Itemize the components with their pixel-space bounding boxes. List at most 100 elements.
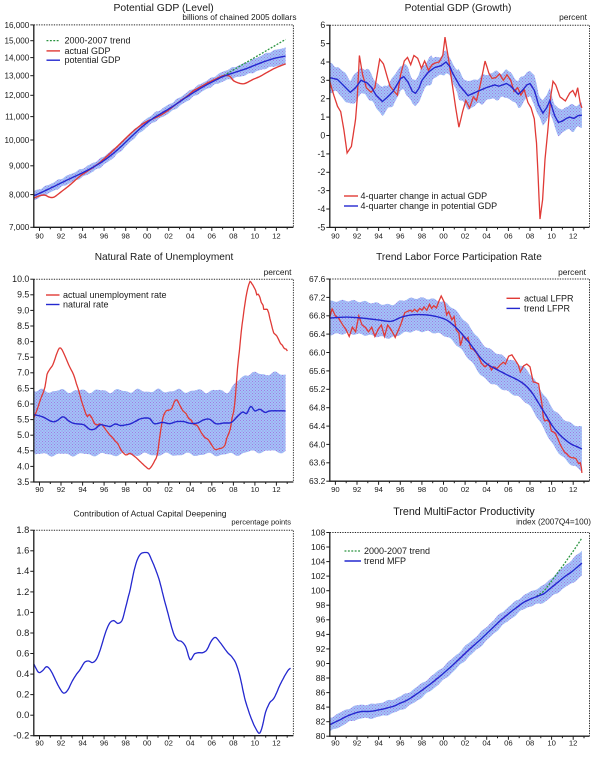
svg-text:92: 92 <box>316 644 326 654</box>
svg-text:06: 06 <box>504 739 513 748</box>
svg-text:Contribution of Actual Capital: Contribution of Actual Capital Deepening <box>73 509 226 519</box>
svg-text:02: 02 <box>461 485 470 494</box>
svg-text:64.0: 64.0 <box>309 439 326 449</box>
svg-text:12: 12 <box>569 485 578 494</box>
svg-text:90: 90 <box>331 485 340 494</box>
svg-text:82: 82 <box>316 717 326 727</box>
svg-text:12: 12 <box>569 232 578 241</box>
svg-text:08: 08 <box>229 485 238 494</box>
svg-text:Potential GDP (Level): Potential GDP (Level) <box>113 3 213 14</box>
svg-text:6.0: 6.0 <box>17 399 29 409</box>
svg-text:4-quarter change in actual GDP: 4-quarter change in actual GDP <box>361 191 488 201</box>
svg-text:12,000: 12,000 <box>5 91 30 100</box>
svg-text:92: 92 <box>353 739 362 748</box>
svg-text:actual GDP: actual GDP <box>65 46 111 56</box>
svg-text:02: 02 <box>461 739 470 748</box>
svg-text:98: 98 <box>418 232 427 241</box>
svg-text:5.0: 5.0 <box>17 430 29 440</box>
svg-text:00: 00 <box>143 739 152 748</box>
svg-text:7,000: 7,000 <box>9 223 30 232</box>
svg-text:10: 10 <box>251 485 260 494</box>
svg-text:06: 06 <box>504 232 513 241</box>
svg-text:2000-2007 trend: 2000-2007 trend <box>65 36 131 46</box>
svg-text:0.8: 0.8 <box>16 628 29 638</box>
svg-text:08: 08 <box>526 739 535 748</box>
svg-text:08: 08 <box>229 232 238 241</box>
svg-text:percentage points: percentage points <box>231 518 291 527</box>
svg-text:percent: percent <box>559 12 588 22</box>
svg-text:billions of chained 2005 dolla: billions of chained 2005 dollars <box>182 12 296 22</box>
svg-text:Natural Rate of Unemployment: Natural Rate of Unemployment <box>95 252 234 263</box>
svg-text:94: 94 <box>78 485 87 494</box>
svg-text:06: 06 <box>504 485 513 494</box>
svg-text:15,000: 15,000 <box>5 37 30 46</box>
svg-text:00: 00 <box>439 232 448 241</box>
svg-text:94: 94 <box>374 485 383 494</box>
svg-text:94: 94 <box>78 739 87 748</box>
svg-text:64.4: 64.4 <box>309 421 326 431</box>
svg-text:92: 92 <box>353 232 362 241</box>
svg-text:98: 98 <box>316 600 326 610</box>
svg-text:94: 94 <box>316 629 326 639</box>
svg-text:00: 00 <box>143 232 152 241</box>
svg-text:92: 92 <box>57 232 66 241</box>
svg-text:5.5: 5.5 <box>17 415 29 425</box>
svg-text:7.0: 7.0 <box>17 368 29 378</box>
svg-text:06: 06 <box>208 232 217 241</box>
svg-text:63.2: 63.2 <box>309 476 326 486</box>
svg-text:94: 94 <box>374 739 383 748</box>
svg-text:104: 104 <box>311 557 326 567</box>
svg-text:96: 96 <box>396 739 405 748</box>
svg-text:-1: -1 <box>317 149 325 159</box>
svg-text:96: 96 <box>396 232 405 241</box>
svg-text:6.5: 6.5 <box>17 383 29 393</box>
svg-text:92: 92 <box>57 485 66 494</box>
svg-text:9.5: 9.5 <box>17 290 29 300</box>
svg-text:0: 0 <box>320 130 325 140</box>
svg-text:04: 04 <box>482 739 491 748</box>
svg-text:actual unemployment rate: actual unemployment rate <box>63 290 167 300</box>
svg-text:4.5: 4.5 <box>17 446 29 456</box>
svg-text:1.0: 1.0 <box>16 607 29 617</box>
svg-text:98: 98 <box>121 739 130 748</box>
svg-text:96: 96 <box>100 485 109 494</box>
svg-text:08: 08 <box>526 485 535 494</box>
svg-text:12: 12 <box>272 485 281 494</box>
svg-text:06: 06 <box>208 485 217 494</box>
svg-text:natural rate: natural rate <box>63 300 109 310</box>
svg-text:4: 4 <box>320 57 325 67</box>
svg-text:96: 96 <box>100 739 109 748</box>
svg-text:92: 92 <box>353 485 362 494</box>
svg-text:06: 06 <box>208 739 217 748</box>
svg-text:3: 3 <box>320 75 325 85</box>
svg-text:percent: percent <box>558 267 587 277</box>
svg-text:04: 04 <box>186 739 195 748</box>
svg-text:04: 04 <box>482 232 491 241</box>
svg-text:16,000: 16,000 <box>5 21 30 30</box>
svg-text:94: 94 <box>374 232 383 241</box>
svg-text:12: 12 <box>272 232 281 241</box>
svg-text:10: 10 <box>251 739 260 748</box>
svg-text:90: 90 <box>331 739 340 748</box>
svg-text:66.8: 66.8 <box>309 311 326 321</box>
svg-text:90: 90 <box>331 232 340 241</box>
svg-text:2: 2 <box>320 94 325 104</box>
svg-text:63.6: 63.6 <box>309 458 326 468</box>
svg-text:7.5: 7.5 <box>17 352 29 362</box>
svg-text:8.5: 8.5 <box>17 321 29 331</box>
svg-text:5: 5 <box>320 39 325 49</box>
svg-text:96: 96 <box>396 485 405 494</box>
svg-text:02: 02 <box>461 232 470 241</box>
svg-text:65.6: 65.6 <box>309 366 326 376</box>
svg-text:10,000: 10,000 <box>5 136 30 145</box>
svg-text:94: 94 <box>78 232 87 241</box>
svg-text:90: 90 <box>35 232 44 241</box>
svg-text:trend LFPR: trend LFPR <box>524 303 571 313</box>
svg-text:04: 04 <box>482 485 491 494</box>
svg-text:02: 02 <box>164 739 173 748</box>
svg-text:Potential GDP (Growth): Potential GDP (Growth) <box>405 3 512 14</box>
svg-text:98: 98 <box>121 485 130 494</box>
svg-text:00: 00 <box>439 739 448 748</box>
svg-text:10: 10 <box>251 232 260 241</box>
svg-text:-5: -5 <box>317 222 325 232</box>
